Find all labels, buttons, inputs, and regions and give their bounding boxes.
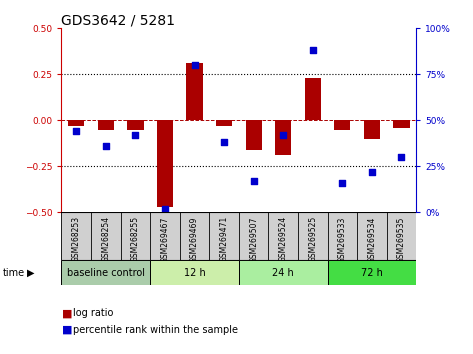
Bar xyxy=(275,120,291,155)
Text: GSM269524: GSM269524 xyxy=(279,216,288,262)
Point xyxy=(368,169,376,175)
Text: GDS3642 / 5281: GDS3642 / 5281 xyxy=(61,13,175,27)
Bar xyxy=(305,78,321,120)
Bar xyxy=(68,120,84,126)
Point xyxy=(280,132,287,138)
Bar xyxy=(327,260,416,285)
Text: GSM268255: GSM268255 xyxy=(131,216,140,262)
Text: GSM269525: GSM269525 xyxy=(308,216,317,262)
Text: percentile rank within the sample: percentile rank within the sample xyxy=(73,325,238,335)
Text: GSM269507: GSM269507 xyxy=(249,216,258,263)
Text: GSM269535: GSM269535 xyxy=(397,216,406,263)
Point xyxy=(220,139,228,145)
Point xyxy=(102,143,110,149)
Bar xyxy=(394,120,410,128)
Text: 12 h: 12 h xyxy=(184,268,205,278)
Text: GSM269467: GSM269467 xyxy=(160,216,169,263)
Point xyxy=(161,206,169,212)
Text: GSM269534: GSM269534 xyxy=(368,216,377,263)
Bar xyxy=(239,260,327,285)
Point xyxy=(131,132,139,138)
Point xyxy=(191,62,198,68)
Bar xyxy=(364,120,380,139)
Bar xyxy=(186,63,202,120)
Text: GSM269533: GSM269533 xyxy=(338,216,347,263)
Text: GSM268253: GSM268253 xyxy=(72,216,81,262)
Point xyxy=(72,129,80,134)
Point xyxy=(398,154,405,160)
Text: log ratio: log ratio xyxy=(73,308,114,318)
Text: ■: ■ xyxy=(61,325,72,335)
Bar xyxy=(127,120,143,130)
Point xyxy=(309,47,316,53)
Bar xyxy=(245,120,262,150)
Bar xyxy=(98,120,114,130)
Text: ▶: ▶ xyxy=(27,268,35,278)
Text: baseline control: baseline control xyxy=(67,268,145,278)
Bar xyxy=(61,260,150,285)
Text: GSM269471: GSM269471 xyxy=(219,216,228,262)
Text: 24 h: 24 h xyxy=(272,268,294,278)
Point xyxy=(339,180,346,186)
Point xyxy=(250,178,257,184)
Text: time: time xyxy=(2,268,25,278)
Text: ■: ■ xyxy=(61,308,72,318)
Text: GSM269469: GSM269469 xyxy=(190,216,199,263)
Bar xyxy=(157,120,173,207)
Text: GSM268254: GSM268254 xyxy=(101,216,110,262)
Bar xyxy=(216,120,232,126)
Bar xyxy=(334,120,350,130)
Bar xyxy=(150,260,239,285)
Text: 72 h: 72 h xyxy=(361,268,383,278)
